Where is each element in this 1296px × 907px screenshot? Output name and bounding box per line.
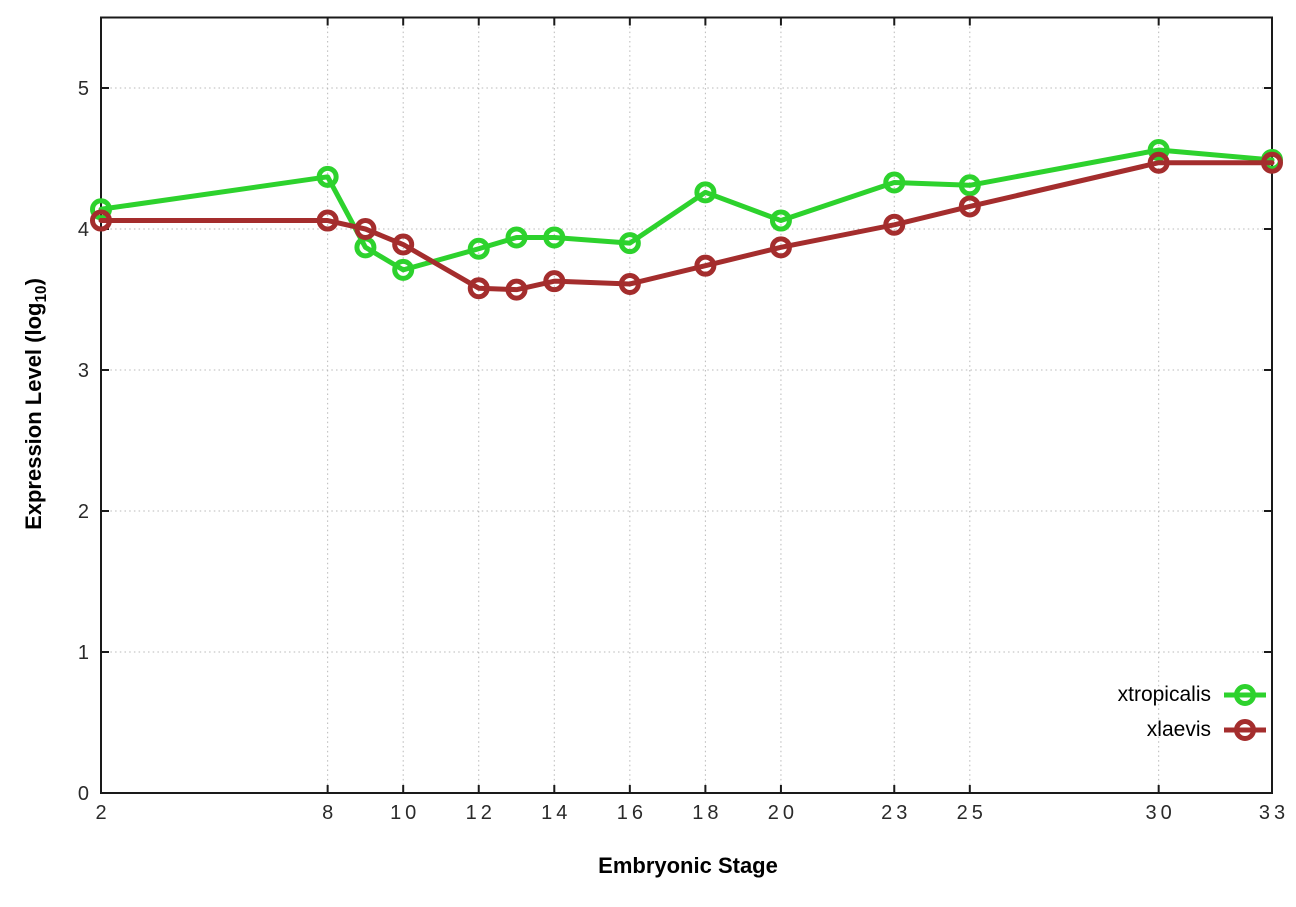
series-line-xtropicalis <box>98 147 1275 273</box>
data-point-xlaevis-stage-2 <box>90 209 112 232</box>
data-point-xtropicalis-stage-12 <box>467 237 490 260</box>
data-point-xtropicalis-stage-14 <box>543 226 566 249</box>
x-tick-label: 8 <box>322 802 337 824</box>
legend-marker-xtropicalis <box>1224 684 1266 706</box>
x-tick-label: 10 <box>390 802 420 824</box>
data-point-xtropicalis-stage-13 <box>505 226 528 249</box>
gridlines <box>100 17 1273 794</box>
legend-item-xtropicalis: xtropicalis <box>1118 682 1266 708</box>
data-point-xtropicalis-stage-25 <box>958 174 981 197</box>
series-xlaevis <box>90 151 1283 301</box>
data-point-xtropicalis-stage-16 <box>618 232 641 255</box>
data-point-xtropicalis-stage-30 <box>1147 139 1170 162</box>
data-point-xlaevis-stage-14 <box>543 270 566 293</box>
x-tick-label: 20 <box>768 802 798 824</box>
data-point-xlaevis-stage-18 <box>694 254 717 277</box>
y-tick-label: 2 <box>78 501 89 523</box>
series-xtropicalis <box>90 139 1283 281</box>
data-point-xtropicalis-stage-18 <box>694 181 717 204</box>
x-tick-label: 25 <box>957 802 987 824</box>
data-point-xtropicalis-stage-10 <box>392 258 415 281</box>
legend-sample-point <box>1234 719 1256 741</box>
data-point-xtropicalis-stage-8 <box>316 165 339 188</box>
y-axis-title-close-paren: ) <box>21 278 46 286</box>
data-point-xlaevis-stage-33 <box>1261 151 1283 174</box>
x-tick-label: 23 <box>881 802 911 824</box>
y-axis-title: Expression Level (log10) <box>21 278 51 530</box>
data-point-xlaevis-stage-30 <box>1147 151 1170 174</box>
data-point-xtropicalis-stage-2 <box>90 198 112 221</box>
plot-border <box>100 16 1273 794</box>
legend-sample-point <box>1234 684 1256 706</box>
data-point-xlaevis-stage-8 <box>316 209 339 232</box>
legend: xtropicalis xlaevis <box>1118 682 1266 743</box>
data-point-xtropicalis-stage-20 <box>769 209 792 232</box>
data-point-xlaevis-stage-12 <box>467 277 490 300</box>
legend-marker-xlaevis <box>1224 719 1266 741</box>
data-point-xlaevis-stage-13 <box>505 278 528 301</box>
data-point-xlaevis-stage-16 <box>618 272 641 295</box>
y-tick-label: 4 <box>78 219 89 241</box>
x-tick-label: 33 <box>1259 802 1289 824</box>
y-axis-title-text: Expression Level (log <box>21 302 46 530</box>
x-tick-label: 16 <box>617 802 647 824</box>
legend-label-xtropicalis: xtropicalis <box>1117 683 1211 706</box>
data-point-xlaevis-stage-23 <box>883 213 906 236</box>
x-axis-title: Embryonic Stage <box>598 853 778 878</box>
data-point-xlaevis-stage-10 <box>392 233 415 256</box>
y-axis-title-subscript: 10 <box>33 285 50 303</box>
x-tick-label: 12 <box>466 802 496 824</box>
data-point-xtropicalis-stage-23 <box>883 171 906 194</box>
data-point-xlaevis-stage-25 <box>958 195 981 218</box>
y-tick-label: 3 <box>78 360 89 382</box>
legend-item-xlaevis: xlaevis <box>1147 717 1266 743</box>
x-tick-label: 14 <box>541 802 571 824</box>
x-tick-label: 30 <box>1146 802 1176 824</box>
data-point-xlaevis-stage-9 <box>354 218 377 240</box>
x-tick-label: 18 <box>692 802 722 824</box>
x-tick-label: 2 <box>95 802 110 824</box>
y-tick-label: 0 <box>78 783 89 805</box>
y-tick-label: 1 <box>78 642 89 664</box>
y-tick-label: 5 <box>78 78 89 100</box>
legend-label-xlaevis: xlaevis <box>1146 718 1211 741</box>
data-point-xlaevis-stage-20 <box>769 236 792 259</box>
